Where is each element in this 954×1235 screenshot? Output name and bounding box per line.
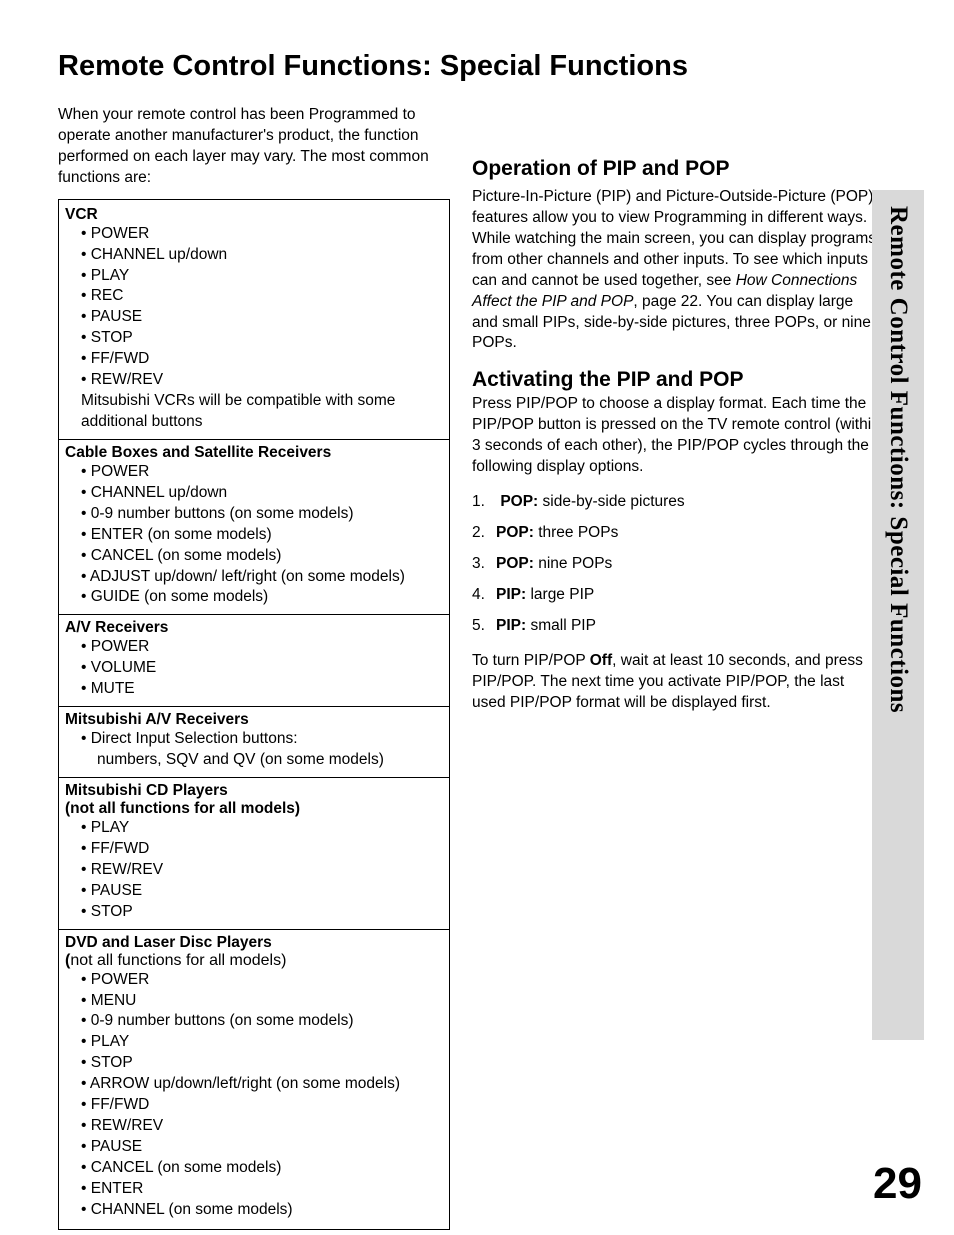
section-footnote: Mitsubishi VCRs will be compatible with … [65,391,441,433]
activating-paragraph: Press PIP/POP to choose a display format… [472,394,882,478]
bullet-list: POWER MENU 0-9 number buttons (on some m… [65,970,441,1221]
section-heading: DVD and Laser Disc Players [65,934,441,952]
section-footnote: numbers, SQV and QV (on some models) [65,750,441,771]
list-item: 2.POP: three POPs [472,523,882,544]
list-item: REW/REV [81,370,441,391]
list-item: ENTER (on some models) [81,525,441,546]
section-heading: Mitsubishi CD Players [65,782,441,800]
functions-box: VCR POWER CHANNEL up/down PLAY REC PAUSE… [58,199,450,1230]
left-column: When your remote control has been Progra… [58,105,450,1230]
divider [59,929,449,930]
list-item: 0-9 number buttons (on some models) [81,1011,441,1032]
side-tab-label: Remote Control Functions: Special Functi… [884,206,912,713]
list-item: POWER [81,637,441,658]
format-list: 1. POP: side-by-side pictures 2.POP: thr… [472,492,882,637]
list-item: REC [81,286,441,307]
list-item: PAUSE [81,881,441,902]
list-item: POWER [81,224,441,245]
list-item: ENTER [81,1179,441,1200]
list-item: FF/FWD [81,349,441,370]
intro-paragraph: When your remote control has been Progra… [58,105,450,189]
section-vcr: VCR POWER CHANNEL up/down PLAY REC PAUSE… [65,206,441,433]
list-item: 4.PIP: large PIP [472,585,882,606]
list-item: 0-9 number buttons (on some models) [81,504,441,525]
pip-pop-paragraph: Picture-In-Picture (PIP) and Picture-Out… [472,187,882,354]
content-columns: When your remote control has been Progra… [58,105,914,1230]
section-cable: Cable Boxes and Satellite Receivers POWE… [65,444,441,608]
list-item: PLAY [81,1032,441,1053]
divider [59,614,449,615]
right-column: Operation of PIP and POP Picture-In-Pict… [472,105,882,1230]
list-item: FF/FWD [81,839,441,860]
section-dvd: DVD and Laser Disc Players ((not all fun… [65,934,441,1221]
list-item: MUTE [81,679,441,700]
section-subheading: (not all functions for all models) [65,800,441,818]
section-heading: A/V Receivers [65,619,441,637]
bullet-list: Direct Input Selection buttons: [65,729,441,750]
section-heading: Mitsubishi A/V Receivers [65,711,441,729]
activating-heading: Activating the PIP and POP [472,368,882,392]
section-mits-av: Mitsubishi A/V Receivers Direct Input Se… [65,711,441,771]
section-av: A/V Receivers POWER VOLUME MUTE [65,619,441,700]
list-item: 1. POP: side-by-side pictures [472,492,882,513]
list-item: ARROW up/down/left/right (on some models… [81,1074,441,1095]
list-item: CHANNEL (on some models) [81,1200,441,1221]
page-number: 29 [873,1159,922,1209]
section-cd: Mitsubishi CD Players (not all functions… [65,782,441,923]
divider [59,777,449,778]
bullet-list: POWER CHANNEL up/down PLAY REC PAUSE STO… [65,224,441,391]
divider [59,706,449,707]
list-item: GUIDE (on some models) [81,587,441,608]
list-item: STOP [81,328,441,349]
list-item: REW/REV [81,860,441,881]
list-item: VOLUME [81,658,441,679]
list-item: MENU [81,991,441,1012]
list-item: CANCEL (on some models) [81,1158,441,1179]
list-item: CANCEL (on some models) [81,546,441,567]
list-item: FF/FWD [81,1095,441,1116]
section-heading: Cable Boxes and Satellite Receivers [65,444,441,462]
section-heading: VCR [65,206,441,224]
list-item: PLAY [81,818,441,839]
list-item: PAUSE [81,307,441,328]
bullet-list: POWER CHANNEL up/down 0-9 number buttons… [65,462,441,608]
list-item: CHANNEL up/down [81,245,441,266]
list-item: REW/REV [81,1116,441,1137]
section-subnote: ((not all functions for all models)not a… [65,952,441,970]
list-item: PAUSE [81,1137,441,1158]
list-item: POWER [81,462,441,483]
list-item: ADJUST up/down/ left/right (on some mode… [81,567,441,588]
pip-pop-heading: Operation of PIP and POP [472,157,882,181]
list-item: 5.PIP: small PIP [472,616,882,637]
list-item: 3.POP: nine POPs [472,554,882,575]
page-title: Remote Control Functions: Special Functi… [58,50,914,83]
bullet-list: POWER VOLUME MUTE [65,637,441,700]
side-tab: Remote Control Functions: Special Functi… [872,190,924,1040]
list-item: STOP [81,902,441,923]
list-item: STOP [81,1053,441,1074]
turn-off-paragraph: To turn PIP/POP Off, wait at least 10 se… [472,651,882,714]
list-item: Direct Input Selection buttons: [81,729,441,750]
list-item: PLAY [81,266,441,287]
list-item: POWER [81,970,441,991]
list-item: CHANNEL up/down [81,483,441,504]
bullet-list: PLAY FF/FWD REW/REV PAUSE STOP [65,818,441,923]
divider [59,439,449,440]
